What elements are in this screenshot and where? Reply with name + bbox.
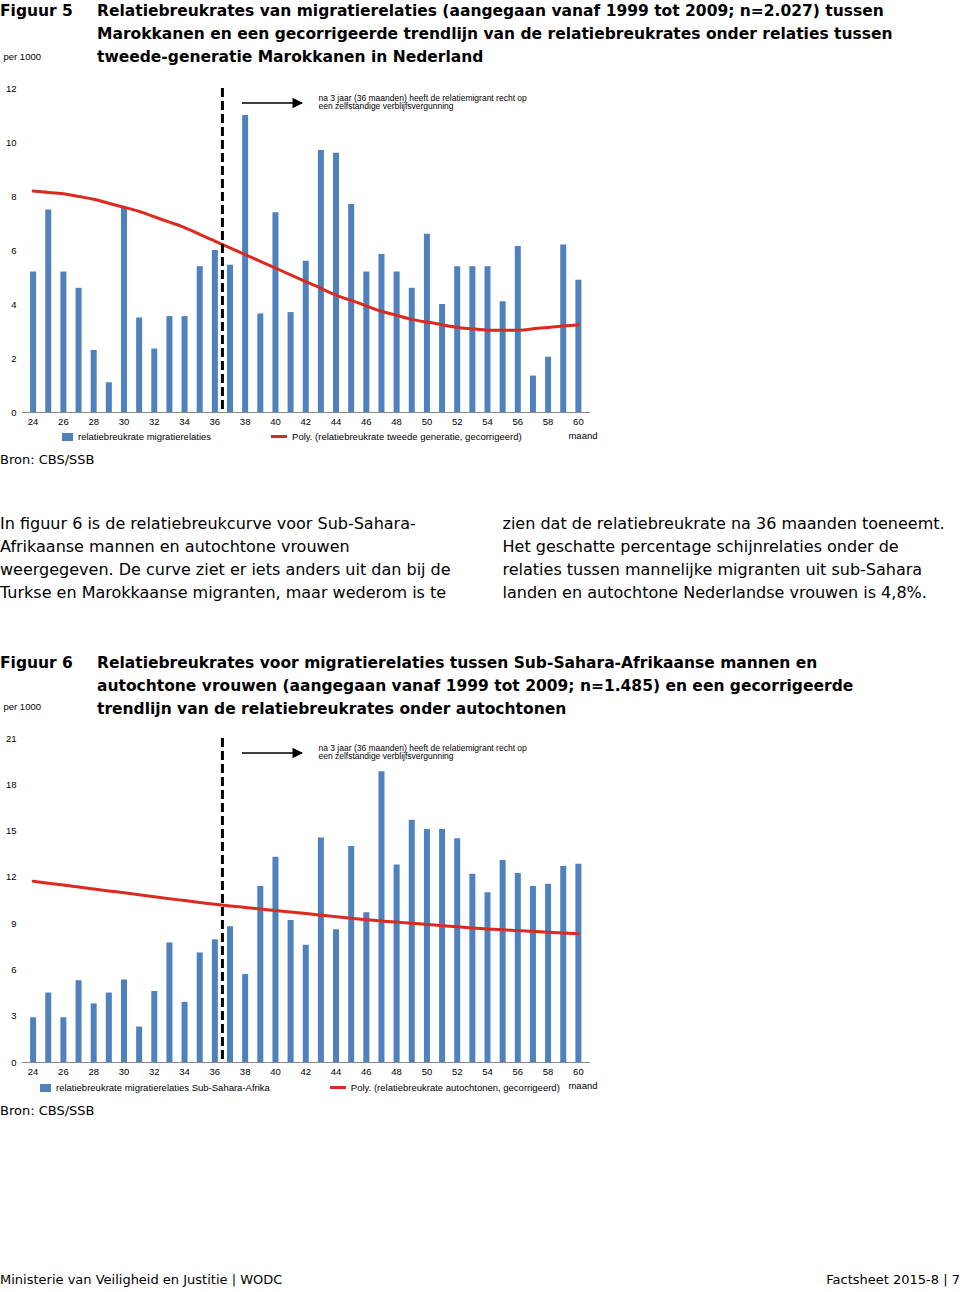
svg-text:58: 58 [543,416,554,427]
svg-text:48: 48 [391,1066,402,1077]
svg-text:0: 0 [11,1057,16,1068]
svg-text:15: 15 [6,825,17,836]
svg-text:na 3 jaar (36 maanden) heeft d: na 3 jaar (36 maanden) heeft de relatiem… [318,743,527,762]
html-text:Poly. (relatiebreukrate tweede: Poly. (relatiebreukrate tweede generatie… [292,431,522,442]
svg-text:per 1000: per 1000 [4,51,42,62]
html-text:In figuur 6 is de relatiebreuk: In figuur 6 is de relatiebreukcurve voor… [0,514,945,602]
html-text:Factsheet 2015-8 | 7: Factsheet 2015-8 | 7 [826,1272,960,1287]
svg-text:44: 44 [331,1066,342,1077]
html-text:Ministerie van Veiligheid en J: Ministerie van Veiligheid en Justitie | … [0,1272,283,1287]
svg-text:42: 42 [300,1066,311,1077]
svg-text:6: 6 [11,245,16,256]
svg-text:8: 8 [11,191,16,202]
svg-text:40: 40 [270,1066,281,1077]
svg-text:56: 56 [513,416,524,427]
svg-text:44: 44 [331,416,342,427]
svg-text:26: 26 [58,1066,69,1077]
html-text:Poly. (relatiebreukrate autoch: Poly. (relatiebreukrate autochtonen, gec… [350,1082,560,1093]
svg-text:34: 34 [179,416,190,427]
svg-text:36: 36 [210,416,221,427]
svg-text:6: 6 [11,964,16,975]
svg-text:na 3 jaar (36 maanden) heeft d: na 3 jaar (36 maanden) heeft de relatiem… [318,93,527,112]
svg-text:maand: maand [568,1080,597,1091]
svg-text:36: 36 [210,1066,221,1077]
html-text:Figuur 5: Figuur 5 [0,2,73,20]
svg-text:42: 42 [300,416,311,427]
svg-text:46: 46 [361,1066,372,1077]
svg-text:per 1000: per 1000 [4,701,42,712]
svg-text:30: 30 [119,1066,130,1077]
html-text:relatiebreukrate migratierelat: relatiebreukrate migratierelaties Sub-Sa… [56,1082,270,1093]
svg-text:26: 26 [58,416,69,427]
svg-text:38: 38 [240,416,251,427]
svg-text:0: 0 [11,407,16,418]
svg-text:54: 54 [482,1066,493,1077]
svg-text:3: 3 [11,1010,16,1021]
svg-text:24: 24 [28,416,39,427]
svg-text:28: 28 [88,416,99,427]
svg-text:50: 50 [422,1066,433,1077]
html-text:Relatiebreukrates van migratie: Relatiebreukrates van migratierelaties (… [97,2,893,66]
svg-text:34: 34 [179,1066,190,1077]
svg-text:48: 48 [391,416,402,427]
svg-text:maand: maand [568,430,597,441]
svg-text:24: 24 [28,1066,39,1077]
svg-text:30: 30 [119,416,130,427]
svg-text:2: 2 [11,353,16,364]
svg-text:10: 10 [6,137,17,148]
svg-text:4: 4 [11,299,16,310]
html-text:Bron: CBS/SSB: Bron: CBS/SSB [0,1103,95,1118]
svg-text:28: 28 [88,1066,99,1077]
svg-text:38: 38 [240,1066,251,1077]
html-text:Relatiebreukrates voor migrati: Relatiebreukrates voor migratierelaties … [97,654,854,718]
svg-text:46: 46 [361,416,372,427]
svg-text:9: 9 [11,918,16,929]
svg-text:58: 58 [543,1066,554,1077]
html-text:relatiebreukrate migratierelat: relatiebreukrate migratierelaties [78,431,212,442]
svg-text:40: 40 [270,416,281,427]
svg-text:12: 12 [6,871,17,882]
svg-text:52: 52 [452,416,463,427]
svg-text:56: 56 [513,1066,524,1077]
svg-text:18: 18 [6,779,17,790]
svg-text:21: 21 [6,733,17,744]
svg-text:60: 60 [573,1066,584,1077]
svg-text:12: 12 [6,83,17,94]
svg-text:52: 52 [452,1066,463,1077]
svg-text:60: 60 [573,416,584,427]
svg-text:54: 54 [482,416,493,427]
svg-text:32: 32 [149,416,160,427]
html-text:Bron: CBS/SSB: Bron: CBS/SSB [0,452,95,467]
svg-text:32: 32 [149,1066,160,1077]
html-text:Figuur 6: Figuur 6 [0,654,73,672]
svg-text:50: 50 [422,416,433,427]
